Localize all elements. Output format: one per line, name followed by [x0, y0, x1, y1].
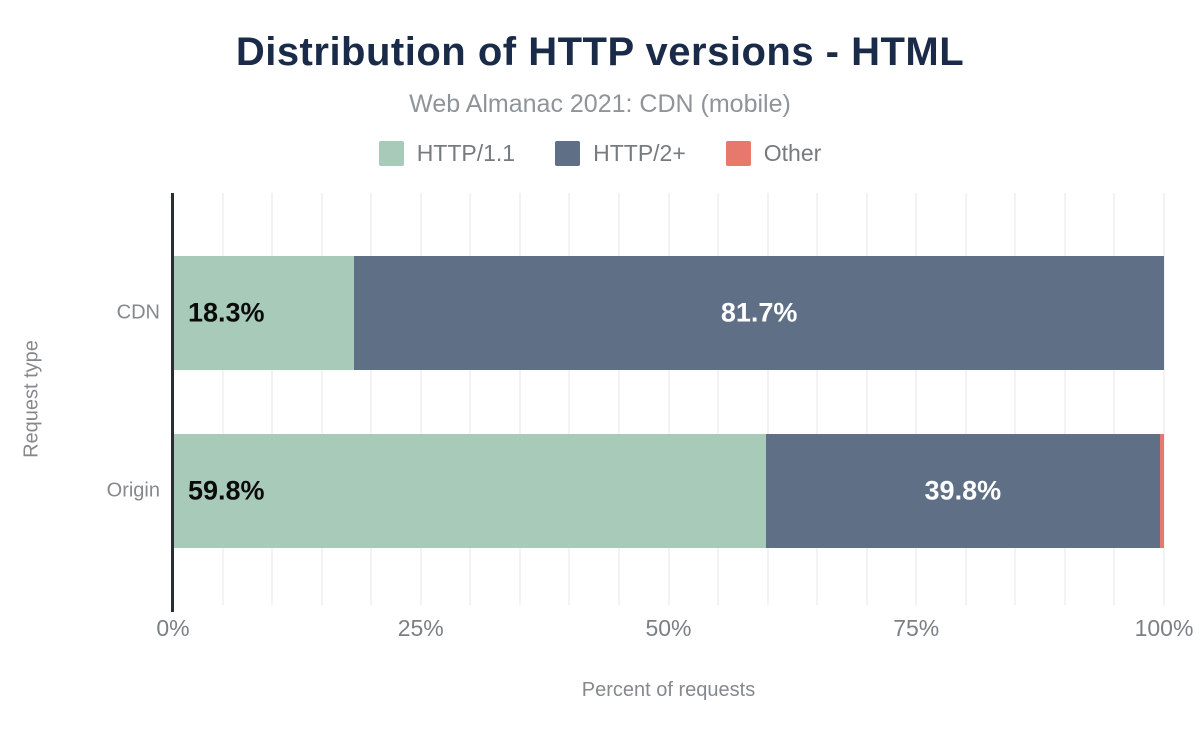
bar-row: 18.3% 81.7%	[173, 256, 1164, 370]
legend-swatch	[555, 141, 581, 166]
x-tick-label: 75%	[893, 615, 940, 641]
legend-label: Other	[763, 140, 822, 166]
bar-segment-label: 39.8%	[924, 475, 1002, 506]
gridline	[370, 193, 373, 605]
gridline	[518, 193, 521, 605]
y-axis-title: Request type	[20, 340, 43, 458]
bar-segment: 18.3%	[173, 256, 355, 370]
gridline	[865, 193, 868, 605]
gridline	[1113, 193, 1116, 605]
category-label: Origin	[106, 479, 160, 502]
x-axis-title: Percent of requests	[581, 679, 756, 701]
x-tick-label: 0%	[156, 615, 190, 641]
bar-segment-label: 59.8%	[188, 475, 265, 506]
bar-segment-label: 18.3%	[188, 297, 265, 328]
gridline	[419, 193, 422, 605]
legend-item: Other	[725, 140, 822, 167]
gridline	[617, 193, 620, 605]
y-axis-line	[171, 193, 174, 612]
plot-area: 18.3% 81.7% 59.8% 39.8%	[173, 193, 1165, 605]
gridline	[221, 193, 224, 605]
bar-row: 59.8% 39.8%	[173, 434, 1164, 548]
gridline	[320, 193, 323, 605]
gridline	[1014, 193, 1017, 605]
legend-item: HTTP/1.1	[378, 140, 516, 167]
legend-swatch	[725, 141, 751, 166]
x-tick-label: 25%	[397, 615, 444, 641]
gridline	[766, 193, 769, 605]
chart-subtitle: Web Almanac 2021: CDN (mobile)	[409, 90, 791, 118]
bar-segment	[1160, 434, 1164, 548]
gridline	[568, 193, 571, 605]
x-tick-label: 100%	[1134, 615, 1194, 641]
chart-title: Distribution of HTTP versions - HTML	[235, 30, 965, 74]
category-label: CDN	[116, 301, 160, 324]
gridline	[667, 193, 670, 605]
bar-segment: 39.8%	[765, 434, 1161, 548]
gridline	[816, 193, 819, 605]
bar-segment: 81.7%	[354, 256, 1164, 370]
gridline	[964, 193, 967, 605]
legend-label: HTTP/1.1	[416, 140, 516, 166]
legend-swatch	[378, 141, 404, 166]
gridline	[1063, 193, 1066, 605]
bar-segment: 59.8%	[173, 434, 766, 548]
gridline	[717, 193, 720, 605]
gridline	[1163, 193, 1165, 605]
legend-item: HTTP/2+	[555, 140, 686, 167]
gridline	[469, 193, 472, 605]
legend: HTTP/1.1 HTTP/2+ Other	[0, 140, 1200, 167]
bar-segment-label: 81.7%	[720, 297, 798, 328]
gridline	[915, 193, 918, 605]
legend-label: HTTP/2+	[593, 140, 686, 166]
x-tick-label: 50%	[645, 615, 692, 641]
gridline	[271, 193, 274, 605]
